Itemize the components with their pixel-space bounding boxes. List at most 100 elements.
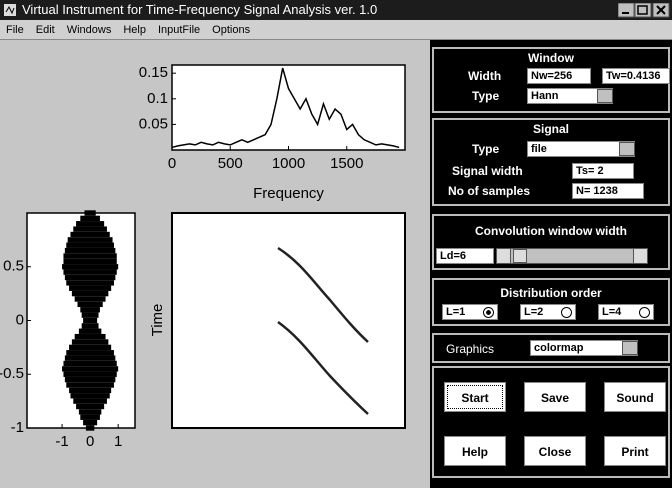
signal-envelope	[73, 226, 107, 231]
signal-envelope	[65, 377, 115, 382]
graphics-group: Graphics colormap	[432, 333, 670, 363]
label: Type	[472, 89, 499, 103]
dropdown-value: Hann	[531, 90, 559, 102]
signal-envelope	[66, 280, 114, 285]
group-title: Distribution order	[434, 286, 668, 300]
x-tick-label: 1500	[330, 155, 363, 172]
tf-image	[172, 213, 405, 428]
signal-envelope	[65, 248, 115, 253]
y-tick-label: 0	[16, 311, 24, 328]
signal-envelope	[76, 221, 104, 226]
graphics-dropdown[interactable]: colormap	[530, 340, 638, 356]
button[interactable]: Print	[604, 436, 666, 466]
dropdown-arrow[interactable]	[597, 89, 613, 103]
button[interactable]: Start	[444, 382, 506, 412]
dropdown-arrow[interactable]	[622, 341, 638, 355]
radio-circle	[561, 307, 572, 318]
x-tick-label: 1000	[272, 155, 305, 172]
signal-envelope	[65, 355, 115, 360]
button[interactable]: Save	[524, 382, 586, 412]
window-group: Window Width Nw=256 Tw=0.4136 Type Hann	[432, 47, 670, 113]
scroll-thumb[interactable]	[513, 249, 527, 263]
dropdown-value: colormap	[534, 342, 584, 354]
signal-envelope	[63, 269, 116, 274]
page: Virtual Instrument for Time-Frequency Si…	[0, 0, 672, 488]
signal-envelope	[82, 312, 99, 317]
signal-group: Signal Type file Signal width Ts= 2 No o…	[432, 118, 670, 206]
radio-option[interactable]: L=2	[520, 304, 576, 320]
signal-envelope	[80, 216, 100, 221]
x-tick-label: 0	[86, 433, 94, 450]
x-tick-label: -1	[55, 433, 68, 450]
scroll-right[interactable]	[633, 249, 647, 263]
signal-envelope	[75, 334, 106, 339]
signal-envelope	[76, 404, 104, 409]
nw-field[interactable]: Nw=256	[527, 68, 591, 84]
signal-envelope	[82, 323, 99, 328]
window-controls[interactable]	[618, 3, 670, 18]
signal-envelope	[66, 382, 114, 387]
signal-envelope	[75, 296, 106, 301]
signal-envelope	[66, 243, 114, 248]
signal-envelope	[63, 361, 116, 366]
signal-envelope	[80, 415, 100, 420]
x-tick-label: 0	[168, 155, 176, 172]
signal-envelope	[63, 253, 116, 258]
signal-envelope	[63, 259, 116, 264]
tw-field[interactable]: Tw=0.4136	[602, 68, 670, 84]
signal-envelope	[85, 210, 96, 215]
label: Type	[472, 142, 499, 156]
signal-envelope	[69, 388, 111, 393]
radio-option[interactable]: L=1	[442, 304, 498, 320]
signal-envelope	[70, 393, 109, 398]
signal-envelope	[70, 232, 109, 237]
ld-field[interactable]: Ld=6	[436, 248, 494, 264]
signal-envelope	[62, 264, 118, 269]
button[interactable]: Close	[524, 436, 586, 466]
y-tick-label: 0.15	[139, 64, 168, 81]
y-tick-label: -1	[11, 419, 24, 436]
y-tick-label: 0.1	[147, 90, 168, 107]
plot-area	[172, 65, 405, 150]
button[interactable]: Help	[444, 436, 506, 466]
radio-label: L=1	[446, 306, 465, 318]
dropdown-value: file	[531, 143, 547, 155]
signal-envelope	[72, 291, 108, 296]
x-tick-label: 500	[218, 155, 243, 172]
signal-envelope	[72, 339, 108, 344]
y-axis-label: Time	[149, 304, 166, 337]
n-field[interactable]: N= 1238	[572, 183, 644, 199]
ts-field[interactable]: Ts= 2	[572, 163, 634, 179]
group-title: Window	[434, 51, 668, 65]
signal-envelope	[69, 286, 111, 291]
label: Graphics	[446, 342, 494, 356]
signal-envelope	[69, 345, 111, 350]
dropdown-arrow[interactable]	[619, 142, 635, 156]
signal-envelope	[63, 372, 116, 377]
signal-envelope	[65, 275, 115, 280]
label: Width	[468, 69, 501, 83]
y-tick-label: 0.5	[3, 258, 24, 275]
label: Signal width	[452, 164, 523, 178]
signal-envelope	[80, 307, 100, 312]
signal-envelope	[66, 350, 114, 355]
type-dropdown[interactable]: Hann	[527, 88, 613, 104]
signal-type-dropdown[interactable]: file	[527, 141, 635, 157]
radio-label: L=2	[524, 306, 543, 318]
x-tick-label: 1	[114, 433, 122, 450]
radio-option[interactable]: L=4	[598, 304, 654, 320]
radio-label: L=4	[602, 306, 621, 318]
signal-envelope	[68, 237, 113, 242]
button[interactable]: Sound	[604, 382, 666, 412]
y-tick-label: -0.5	[0, 365, 24, 382]
control-panel: Window Width Nw=256 Tw=0.4136 Type Hann …	[430, 40, 672, 488]
scroll-left[interactable]	[497, 249, 511, 263]
scrollbar[interactable]	[496, 248, 648, 264]
button-group: Start Save Sound Help Close Print	[432, 366, 670, 478]
radio-circle	[639, 307, 650, 318]
convolution-group: Convolution window width Ld=6	[432, 214, 670, 270]
signal-envelope	[83, 318, 97, 323]
radio-circle	[483, 307, 494, 318]
signal-envelope	[79, 329, 101, 334]
